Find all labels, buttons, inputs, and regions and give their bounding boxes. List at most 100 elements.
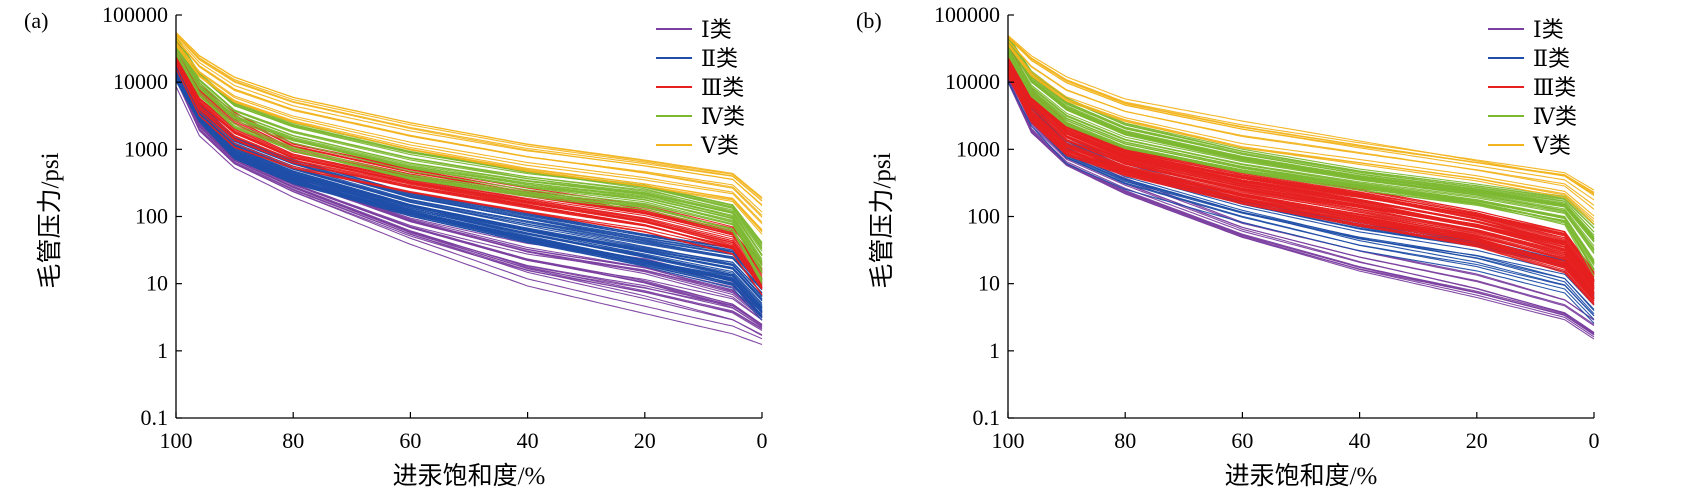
panel-b: 0.1 1 10 100 1000 10000 100000 100 80 60 40 20 0 进汞饱和… [856, 2, 1600, 490]
x-tick-label: 60 [399, 428, 421, 453]
curve [1007, 44, 1595, 225]
curve [175, 45, 763, 266]
legend-label: Ⅴ类 [1532, 133, 1571, 158]
curve [175, 53, 763, 280]
curve [1007, 35, 1595, 197]
series-3 [1007, 41, 1595, 306]
curve [1007, 43, 1595, 220]
curve [1007, 71, 1595, 299]
y-tick-label: 10000 [945, 69, 1000, 94]
curve [175, 50, 763, 273]
y-tick-label: 10 [978, 271, 1000, 296]
curve [175, 46, 763, 263]
curves [175, 32, 763, 346]
curve [1007, 36, 1595, 191]
curve [175, 69, 763, 306]
curve [175, 81, 763, 319]
curve [175, 72, 763, 307]
curve [175, 48, 763, 274]
x-tick-label: 0 [757, 428, 768, 453]
curve [1007, 41, 1595, 240]
curve [175, 79, 763, 340]
curve [175, 33, 763, 202]
curve [175, 65, 763, 297]
curve [1007, 75, 1595, 320]
curve [1007, 49, 1595, 278]
curve [175, 54, 763, 283]
curve [1007, 45, 1595, 274]
curve [175, 44, 763, 232]
curve [1007, 43, 1595, 217]
curve [1007, 81, 1595, 340]
curve [175, 77, 763, 313]
x-tick-label: 0 [1589, 428, 1600, 453]
series-5 [1007, 35, 1595, 225]
curve [175, 32, 763, 198]
y-axis-label: 毛管压力/psi [36, 152, 64, 288]
curve [1007, 53, 1595, 287]
legend-label: Ⅴ类 [700, 133, 739, 158]
curve [1007, 44, 1595, 222]
x-tick-label: 100 [160, 428, 193, 453]
y-axis-label: 毛管压力/psi [868, 152, 896, 288]
legend: Ⅰ类 Ⅱ类 Ⅲ类 Ⅳ类 Ⅴ类 [656, 17, 745, 158]
y-tick-label: 1000 [956, 136, 1000, 161]
curve [175, 43, 763, 257]
curve [1007, 49, 1595, 283]
legend: Ⅰ类 Ⅱ类 Ⅲ类 Ⅳ类 Ⅴ类 [1488, 17, 1577, 158]
curve [1007, 76, 1595, 306]
curve [1007, 60, 1595, 290]
curve [1007, 46, 1595, 283]
curve [175, 41, 763, 263]
curve [175, 40, 763, 256]
curve [1007, 38, 1595, 233]
x-tick-label: 80 [282, 428, 304, 453]
curve [1007, 49, 1595, 261]
curve [175, 52, 763, 276]
legend-label: Ⅱ类 [1533, 46, 1570, 71]
curve [1007, 81, 1595, 324]
curve [175, 78, 763, 336]
legend-label: Ⅰ类 [1533, 17, 1564, 42]
curve [175, 34, 763, 206]
curve [175, 73, 763, 328]
curve [175, 41, 763, 256]
x-axis-label: 进汞饱和度/% [393, 462, 546, 490]
curve [1007, 37, 1595, 201]
y-tick-label: 1 [157, 338, 168, 363]
curve [1007, 42, 1595, 242]
y-tick-label: 0.1 [141, 405, 169, 430]
legend-label: Ⅰ类 [701, 17, 732, 42]
series-4 [1007, 35, 1595, 276]
curve [1007, 54, 1595, 276]
curve [175, 42, 763, 223]
legend-label: Ⅱ类 [701, 46, 738, 71]
y-tick-label: 100 [967, 204, 1000, 229]
curve [1007, 65, 1595, 295]
panel-label: (a) [24, 8, 48, 33]
x-tick-label: 60 [1231, 428, 1253, 453]
curve [175, 60, 763, 291]
legend-label: Ⅲ类 [1533, 75, 1576, 100]
curve [175, 39, 763, 216]
x-tick-label: 20 [1466, 428, 1488, 453]
curve [175, 86, 763, 346]
legend-label: Ⅲ类 [701, 75, 744, 100]
y-tick-label: 10000 [113, 69, 168, 94]
curve [1007, 36, 1595, 229]
curve [1007, 75, 1595, 305]
curve [1007, 73, 1595, 315]
curve [175, 34, 763, 202]
curve [1007, 47, 1595, 253]
curve [175, 76, 763, 336]
curve [1007, 73, 1595, 333]
curve [175, 52, 763, 282]
x-tick-label: 40 [517, 428, 539, 453]
panel-a: 0.1 1 10 100 1000 10000 100000 100 80 60 40 20 0 进汞饱和… [24, 2, 768, 490]
y-tick-label: 0.1 [973, 405, 1001, 430]
curve [1007, 78, 1595, 335]
x-tick-label: 80 [1114, 428, 1136, 453]
curve [1007, 72, 1595, 311]
y-tick-label: 1000 [124, 136, 168, 161]
